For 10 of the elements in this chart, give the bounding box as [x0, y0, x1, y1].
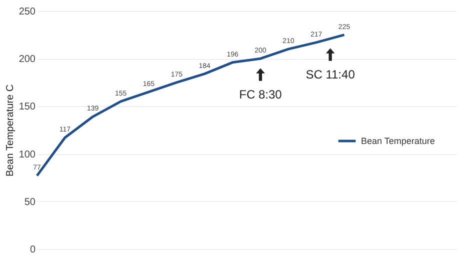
y-tick-label: 150: [18, 102, 36, 113]
annotation: FC 8:30: [239, 88, 282, 102]
y-tick-label: 200: [18, 54, 36, 66]
y-tick-label: 100: [18, 149, 36, 160]
annotation: SC 11:40: [306, 68, 356, 82]
legend-label: Bean Temperature: [361, 136, 435, 146]
y-axis-title: Bean Temperature C: [4, 84, 16, 177]
y-tick-label: 50: [24, 196, 36, 208]
y-tick-label: 0: [30, 244, 36, 256]
y-tick-label: 250: [18, 6, 36, 18]
